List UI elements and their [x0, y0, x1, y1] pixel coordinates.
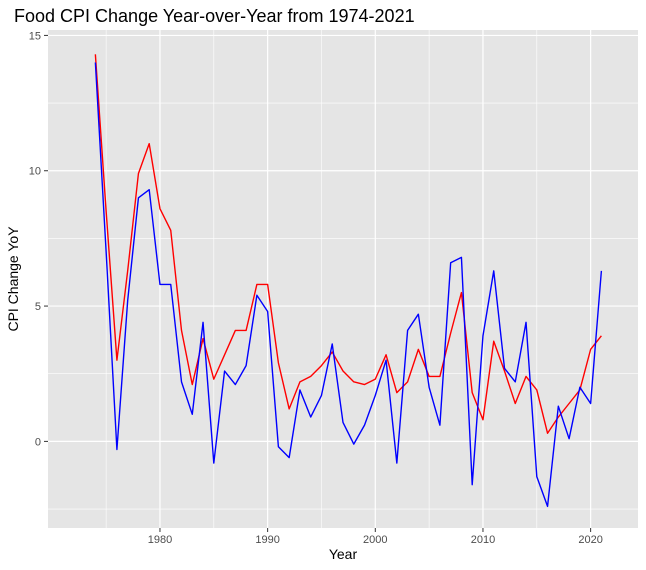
y-tick-label: 5 [35, 301, 41, 313]
chart-title: Food CPI Change Year-over-Year from 1974… [14, 6, 415, 26]
y-tick-label: 0 [35, 436, 41, 448]
y-tick-label: 10 [29, 166, 41, 178]
x-axis-title: Year [329, 546, 358, 562]
x-tick-label: 1980 [148, 534, 172, 546]
series-line-2 [94, 62, 603, 508]
x-tick-label: 2020 [578, 534, 602, 546]
series-line-1 [94, 54, 602, 434]
minor-gridlines [48, 30, 638, 528]
x-tick-label: 1990 [255, 534, 279, 546]
y-axis-title: CPI Change YoY [5, 226, 21, 332]
x-axis: 1980 1990 2000 2010 2020 [148, 528, 603, 546]
major-gridlines [48, 30, 638, 528]
series-layer [94, 54, 603, 508]
y-tick-label: 15 [29, 30, 41, 42]
x-tick-label: 2000 [363, 534, 387, 546]
plot-panel [48, 30, 638, 528]
y-axis: 0 5 10 15 [29, 30, 48, 448]
x-tick-label: 2010 [471, 534, 495, 546]
